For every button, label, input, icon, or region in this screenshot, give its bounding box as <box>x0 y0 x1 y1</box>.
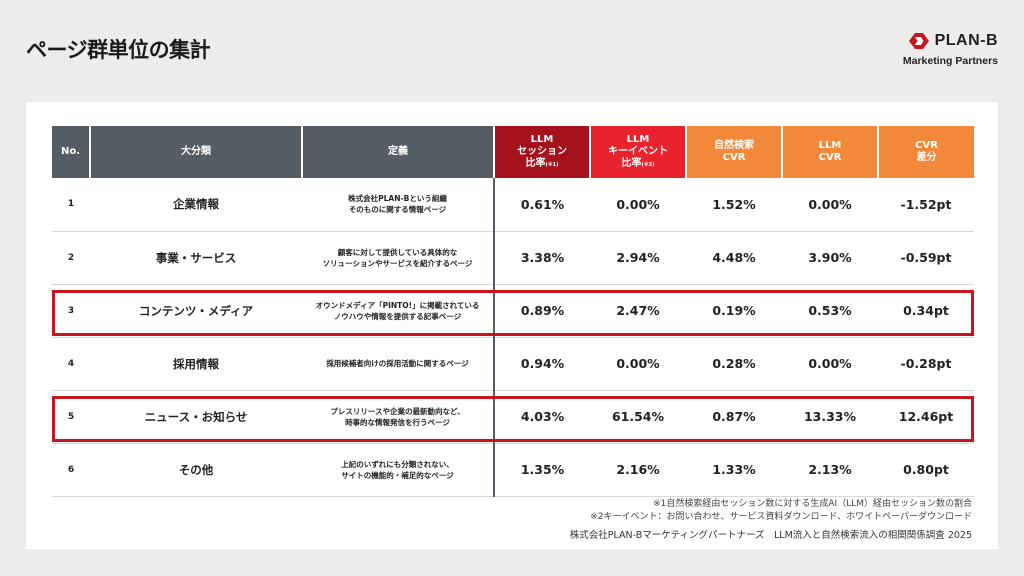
row-category: 企業情報 <box>90 178 302 232</box>
footnote-1: ※1自然検索経由セッション数に対する生成AI（LLM）経由セッション数の割合 <box>653 499 972 509</box>
page-group-table: No. 大分類 定義 LLM セッション 比率(※1) LLM キーイベント 比率(※2) 自然検… <box>52 126 974 497</box>
footnotes: ※1自然検索経由セッション数に対する生成AI（LLM）経由セッション数の割合 ※… <box>590 498 972 524</box>
row-category: ニュース・お知らせ <box>90 390 302 444</box>
row-number: 4 <box>52 337 90 391</box>
page-title: ページ群単位の集計 <box>26 38 211 62</box>
row-number: 3 <box>52 284 90 338</box>
column-header-1: 大分類 <box>89 126 302 178</box>
cell-llm-session: 0.89% <box>494 284 590 338</box>
cell-cvr-diff: -0.28pt <box>878 337 974 391</box>
header-footnote-mark: (※1) <box>545 161 559 168</box>
cell-llm-key-event: 61.54% <box>590 390 686 444</box>
cell-cvr-diff: 0.34pt <box>878 284 974 338</box>
row-definition: プレスリリースや企業の最新動向など、 時事的な情報発信を行うページ <box>302 390 495 444</box>
cell-llm-cvr: 3.90% <box>782 231 878 285</box>
row-category: 採用情報 <box>90 337 302 391</box>
row-definition: 顧客に対して提供している具体的な ソリューションやサービスを紹介するページ <box>302 231 495 285</box>
cell-llm-key-event: 2.47% <box>590 284 686 338</box>
row-number: 2 <box>52 231 90 285</box>
cell-llm-session: 3.38% <box>494 231 590 285</box>
cell-organic-cvr: 1.52% <box>686 178 782 232</box>
row-definition: 上記のいずれにも分類されない、 サイトの機能的・補足的なページ <box>302 443 495 497</box>
logo-name: PLAN-B <box>934 32 998 49</box>
column-header-2: 定義 <box>301 126 494 178</box>
column-header-4: LLM キーイベント 比率(※2) <box>589 126 686 178</box>
column-header-5: 自然検索 CVR <box>685 126 782 178</box>
plan-b-logo-mark-icon <box>908 33 929 49</box>
table-header-row: No. 大分類 定義 LLM セッション 比率(※1) LLM キーイベント 比率(※2) 自然検… <box>52 126 974 178</box>
table-row: 5 ニュース・お知らせ プレスリリースや企業の最新動向など、 時事的な情報発信を行う… <box>52 390 974 444</box>
cell-cvr-diff: 12.46pt <box>878 390 974 444</box>
cell-llm-key-event: 0.00% <box>590 337 686 391</box>
cell-llm-cvr: 13.33% <box>782 390 878 444</box>
cell-cvr-diff: -0.59pt <box>878 231 974 285</box>
logo-subtitle: Marketing Partners <box>902 55 998 67</box>
cell-organic-cvr: 0.87% <box>686 390 782 444</box>
table-panel: No. 大分類 定義 LLM セッション 比率(※1) LLM キーイベント 比率(※2) 自然検… <box>26 102 998 549</box>
row-number: 5 <box>52 390 90 444</box>
row-definition: 株式会社PLAN-Bという組織 そのものに関する情報ページ <box>302 178 495 232</box>
row-category: コンテンツ・メディア <box>90 284 302 338</box>
table-row: 3 コンテンツ・メディア オウンドメディア「PINTO!」に掲載されている ノウハウ… <box>52 284 974 338</box>
row-number: 6 <box>52 443 90 497</box>
cell-organic-cvr: 1.33% <box>686 443 782 497</box>
cell-llm-session: 4.03% <box>494 390 590 444</box>
cell-organic-cvr: 0.28% <box>686 337 782 391</box>
row-number: 1 <box>52 178 90 232</box>
cell-organic-cvr: 0.19% <box>686 284 782 338</box>
row-category: その他 <box>90 443 302 497</box>
table-row: 2 事業・サービス 顧客に対して提供している具体的な ソリューションやサービスを紹介… <box>52 231 974 285</box>
cell-llm-key-event: 0.00% <box>590 178 686 232</box>
row-category: 事業・サービス <box>90 231 302 285</box>
cell-llm-cvr: 0.00% <box>782 178 878 232</box>
cell-llm-key-event: 2.94% <box>590 231 686 285</box>
cell-organic-cvr: 4.48% <box>686 231 782 285</box>
row-definition: 採用候補者向けの採用活動に関するページ <box>302 337 495 391</box>
cell-cvr-diff: 0.80pt <box>878 443 974 497</box>
cell-llm-key-event: 2.16% <box>590 443 686 497</box>
plan-b-logo: PLAN-B Marketing Partners <box>888 32 998 67</box>
cell-cvr-diff: -1.52pt <box>878 178 974 232</box>
table-row: 4 採用情報 採用候補者向けの採用活動に関するページ 0.94% 0.00% 0.28% 0… <box>52 337 974 391</box>
cell-llm-cvr: 2.13% <box>782 443 878 497</box>
table-row: 1 企業情報 株式会社PLAN-Bという組織 そのものに関する情報ページ 0.61% 0… <box>52 178 974 232</box>
cell-llm-session: 0.94% <box>494 337 590 391</box>
footnote-2: ※2キーイベント：お問い合わせ、サービス資料ダウンロード、ホワイトペーパーダウン… <box>590 512 972 522</box>
column-header-0: No. <box>52 126 90 178</box>
row-definition: オウンドメディア「PINTO!」に掲載されている ノウハウや情報を提供する記事ペ… <box>302 284 495 338</box>
cell-llm-cvr: 0.00% <box>782 337 878 391</box>
column-header-7: CVR 差分 <box>877 126 974 178</box>
column-header-3: LLM セッション 比率(※1) <box>493 126 590 178</box>
header-footnote-mark: (※2) <box>641 161 655 168</box>
cell-llm-session: 1.35% <box>494 443 590 497</box>
cell-llm-cvr: 0.53% <box>782 284 878 338</box>
table-row: 6 その他 上記のいずれにも分類されない、 サイトの機能的・補足的なページ 1.35%… <box>52 443 974 497</box>
table-body: 1 企業情報 株式会社PLAN-Bという組織 そのものに関する情報ページ 0.61% 0… <box>52 178 974 497</box>
cell-llm-session: 0.61% <box>494 178 590 232</box>
column-header-6: LLM CVR <box>781 126 878 178</box>
footer-credit: 株式会社PLAN-Bマーケティングパートナーズ LLM流入と自然検索流入の相関関… <box>569 530 972 541</box>
